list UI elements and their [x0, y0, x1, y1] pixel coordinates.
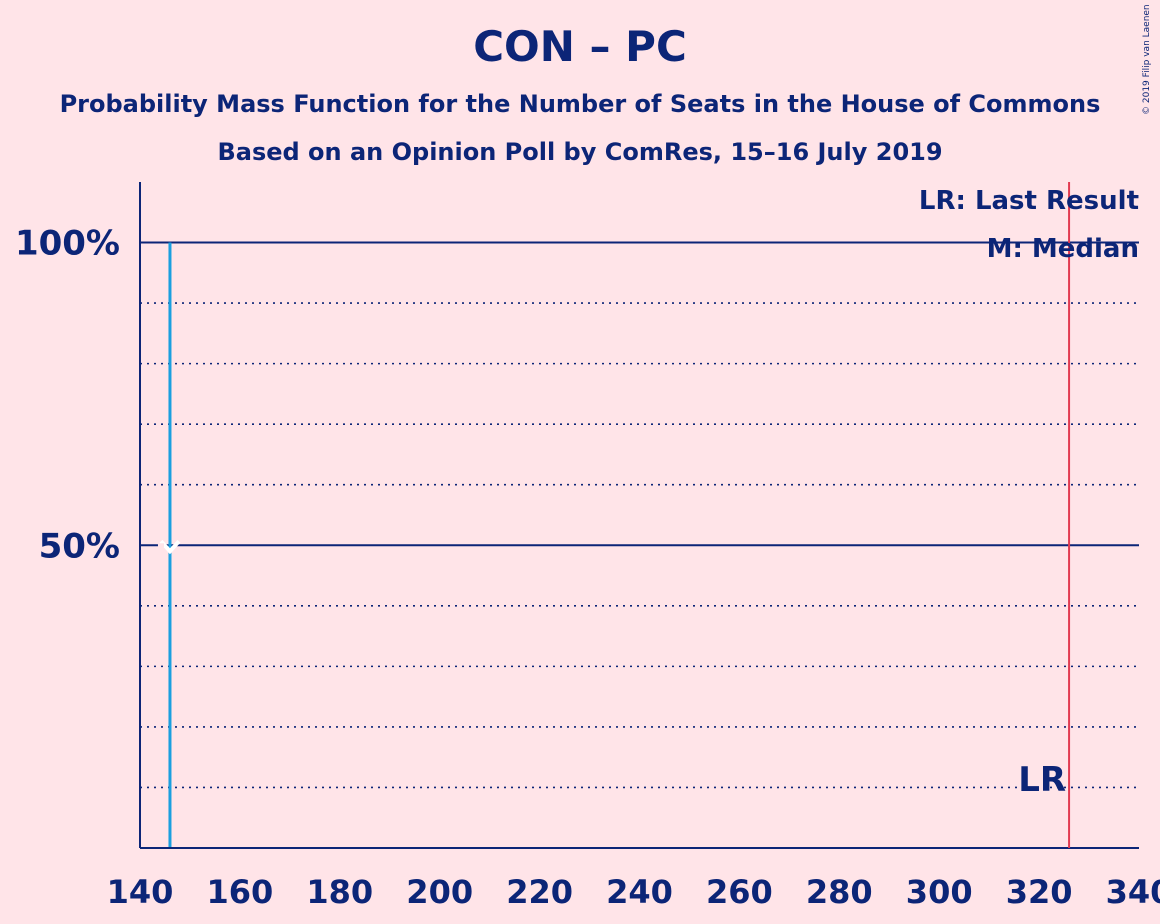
markers: LR [157, 182, 1071, 848]
y-tick-labels: 50% 100% [15, 224, 120, 567]
x-tick-220: 220 [506, 873, 573, 911]
legend-last-result: LR: Last Result [919, 186, 1139, 216]
chart-title: CON – PC [473, 22, 687, 71]
legend: LR: Last Result M: Median [919, 186, 1139, 264]
x-tick-labels: 140 160 180 200 220 240 260 280 300 320 340 [107, 873, 1160, 911]
y-tick-50: 50% [39, 526, 120, 566]
x-tick-260: 260 [706, 873, 773, 911]
x-tick-240: 240 [606, 873, 673, 911]
x-tick-340: 340 [1106, 873, 1160, 911]
chart-subtitle-1: Probability Mass Function for the Number… [59, 90, 1101, 118]
x-tick-180: 180 [306, 873, 373, 911]
x-tick-140: 140 [107, 873, 174, 911]
x-tick-200: 200 [406, 873, 473, 911]
x-tick-320: 320 [1006, 873, 1073, 911]
legend-median: M: Median [987, 234, 1139, 264]
x-tick-300: 300 [906, 873, 973, 911]
bars [168, 242, 172, 848]
last-result-label: LR [1018, 760, 1066, 800]
x-tick-280: 280 [806, 873, 873, 911]
y-tick-100: 100% [15, 224, 120, 264]
chart-subtitle-2: Based on an Opinion Poll by ComRes, 15–1… [217, 138, 943, 166]
axes [139, 182, 1139, 849]
x-tick-160: 160 [207, 873, 274, 911]
gridlines [140, 241, 1139, 789]
bar-146 [168, 242, 172, 848]
